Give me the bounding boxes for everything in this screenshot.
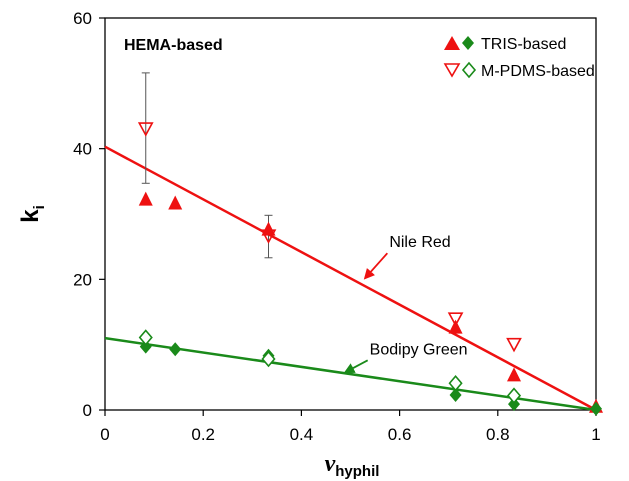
legend-marker-tris-diamond <box>462 36 474 50</box>
x-axis-label: vhyphil <box>325 451 380 480</box>
y-tick-label: 20 <box>73 270 92 289</box>
data-point <box>168 195 183 210</box>
x-tick-label: 0 <box>100 425 109 444</box>
svg-text:vhyphil: vhyphil <box>325 451 380 480</box>
data-point <box>138 191 153 206</box>
y-tick-label: 0 <box>83 401 92 420</box>
annotation-label: Nile Red <box>389 234 450 251</box>
legend-marker-mpdms-diamond <box>461 61 477 79</box>
plot-area <box>104 17 597 411</box>
x-tick-label: 0.2 <box>191 425 215 444</box>
legend: TRIS-based M-PDMS-based <box>443 36 595 80</box>
y-tick-label: 60 <box>73 9 92 28</box>
fit-line <box>104 145 597 412</box>
data-point <box>261 350 276 368</box>
y-axis-label: ki <box>17 205 48 223</box>
legend-label-tris: TRIS-based <box>481 36 566 53</box>
data-point <box>506 387 522 404</box>
data-point <box>139 339 152 354</box>
legend-label-mpdms: M-PDMS-based <box>481 63 595 80</box>
data-point <box>447 312 464 327</box>
data-point <box>508 397 521 412</box>
chart-title: HEMA-based <box>124 37 223 54</box>
x-tick-label: 1 <box>591 425 600 444</box>
y-tick-label: 40 <box>73 140 92 159</box>
x-tick-label: 0.8 <box>486 425 510 444</box>
data-point <box>137 122 154 137</box>
x-tick-label: 0.4 <box>290 425 314 444</box>
annotation-arrow <box>363 252 388 280</box>
data-point <box>449 387 462 402</box>
data-point <box>507 367 522 382</box>
legend-marker-tris-triangle <box>444 36 460 50</box>
data-point <box>169 342 182 357</box>
annotation-arrow <box>343 359 369 374</box>
legend-marker-mpdms-triangle <box>443 63 461 78</box>
data-point <box>260 229 277 244</box>
annotation-label: Bodipy Green <box>370 341 468 358</box>
x-tick-label: 0.6 <box>388 425 412 444</box>
data-point <box>590 401 602 416</box>
svg-text:ki: ki <box>17 205 48 223</box>
data-point <box>448 374 463 392</box>
data-point <box>261 221 276 236</box>
data-point <box>506 337 522 353</box>
data-point <box>138 329 153 346</box>
